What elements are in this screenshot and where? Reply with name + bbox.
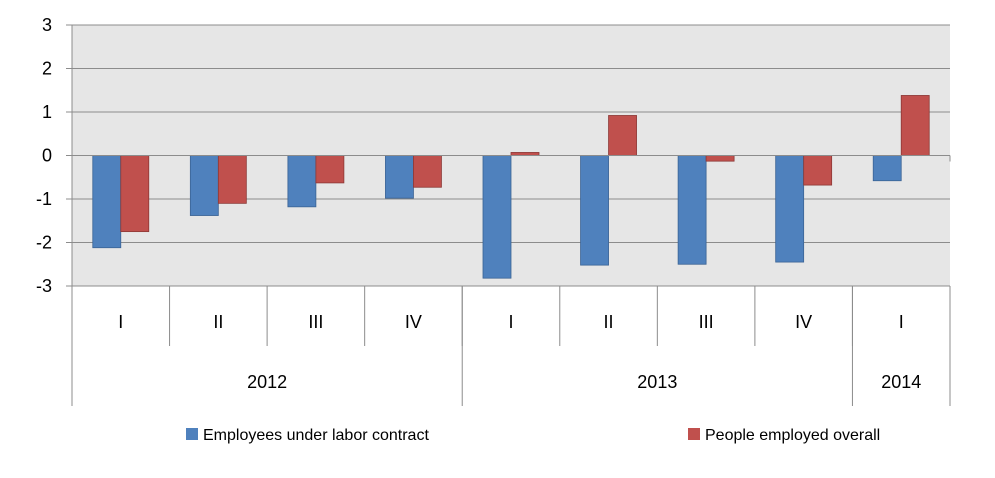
x-tick-label: III — [699, 312, 714, 332]
legend-label: People employed overall — [705, 427, 880, 444]
bars — [92, 95, 930, 279]
year-group-label: 2013 — [637, 372, 677, 392]
y-tick-label: 3 — [42, 15, 52, 35]
bar — [189, 155, 219, 216]
x-tick-label: IV — [795, 312, 812, 332]
bar — [385, 155, 414, 199]
x-tick-label: IV — [405, 312, 422, 332]
bar — [287, 155, 317, 208]
bar — [580, 155, 609, 266]
y-axis: 3 2 1 0 -1 -2 -3 — [36, 15, 73, 406]
bar — [872, 155, 902, 182]
y-tick-label: 1 — [42, 102, 52, 122]
y-tick-label: 0 — [42, 146, 52, 166]
legend: Employees under labor contract People emp… — [186, 427, 880, 444]
bar — [677, 155, 707, 265]
legend-label: Employees under labor contract — [203, 427, 429, 444]
bar — [775, 155, 805, 263]
x-tick-label: I — [508, 312, 513, 332]
bar — [608, 115, 637, 156]
bar — [92, 155, 122, 249]
x-tick-label: II — [604, 312, 614, 332]
bar — [120, 155, 150, 233]
x-tick-label: I — [118, 312, 123, 332]
bar — [705, 155, 735, 162]
bar — [803, 155, 833, 186]
y-tick-label: -3 — [36, 276, 52, 296]
legend-swatch — [186, 428, 198, 440]
y-tick-label: -2 — [36, 233, 52, 253]
y-tick-label: -1 — [36, 189, 52, 209]
x-tick-label: III — [308, 312, 323, 332]
bar — [315, 155, 345, 184]
year-group-label: 2012 — [247, 372, 287, 392]
legend-swatch — [688, 428, 700, 440]
year-group-label: 2014 — [881, 372, 921, 392]
bar — [482, 155, 512, 279]
x-tick-label: I — [899, 312, 904, 332]
bar — [217, 155, 247, 204]
bar — [900, 95, 930, 156]
x-tick-label: II — [213, 312, 223, 332]
y-tick-label: 2 — [42, 59, 52, 79]
bar — [413, 155, 442, 188]
